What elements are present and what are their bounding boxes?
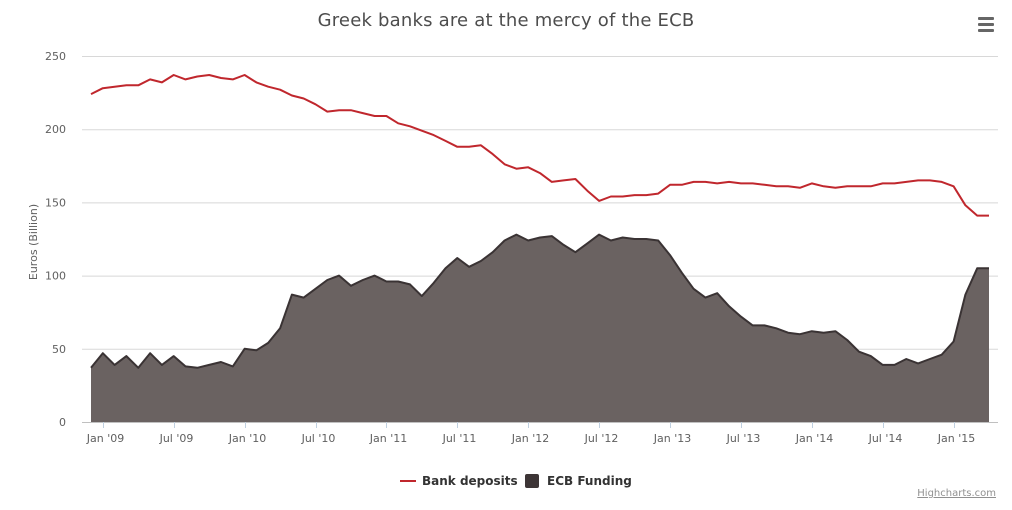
line-bank-deposits (90, 74, 989, 217)
hamburger-menu-icon[interactable] (976, 14, 998, 34)
y-tick-label: 150 (45, 196, 66, 209)
y-tick-label: 100 (45, 270, 66, 283)
line-ecb-funding (90, 233, 989, 369)
chart-title: Greek banks are at the mercy of the ECB (317, 10, 695, 31)
credits-link[interactable]: Highcharts.com (917, 488, 996, 499)
x-tick-label: Jan '11 (369, 432, 407, 445)
legend-label-ecb-funding: ECB Funding (547, 474, 632, 488)
series-layer (90, 74, 989, 422)
legend-label-bank-deposits: Bank deposits (422, 474, 518, 488)
x-tick-label: Jan '12 (511, 432, 549, 445)
y-tick-label: 250 (45, 50, 66, 63)
x-tick-label: Jan '15 (937, 432, 975, 445)
x-tick-label: Jul '14 (868, 432, 903, 445)
y-axis-label: Euros (Billion) (27, 204, 40, 280)
y-tick-label: 50 (52, 343, 66, 356)
legend-item-bank-deposits[interactable]: Bank deposits (400, 474, 518, 488)
axes: 0 50 100 150 200 250 Jan '09 Jul '09 Jan '10 Jul … (45, 50, 975, 445)
x-tick-label: Jan '13 (653, 432, 691, 445)
area-ecb-funding (91, 234, 989, 422)
y-tick-label: 200 (45, 123, 66, 136)
x-tick-label: Jul '13 (726, 432, 761, 445)
legend-symbol-ecb-funding (525, 474, 539, 488)
x-tick-label: Jan '09 (86, 432, 124, 445)
legend-item-ecb-funding[interactable]: ECB Funding (525, 474, 632, 488)
x-tick-label: Jan '14 (795, 432, 833, 445)
x-tick-label: Jul '09 (159, 432, 194, 445)
legend: Bank deposits ECB Funding (400, 474, 632, 488)
x-tick-label: Jul '12 (584, 432, 619, 445)
y-tick-label: 0 (59, 416, 66, 429)
menu-bar (978, 17, 994, 20)
x-tick-label: Jan '10 (228, 432, 266, 445)
menu-bar (978, 29, 994, 32)
menu-bar (978, 23, 994, 26)
x-tick-label: Jul '11 (442, 432, 477, 445)
x-tick-label: Jul '10 (301, 432, 336, 445)
